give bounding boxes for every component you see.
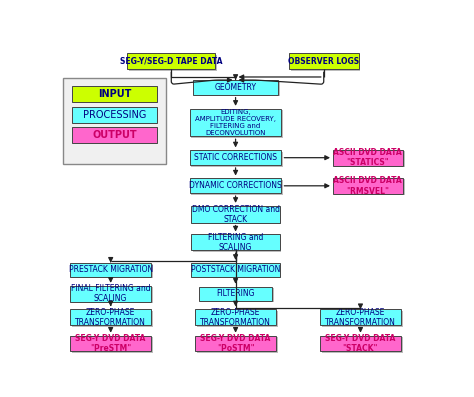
Text: ASCII DVD DATA
"RMSVEL": ASCII DVD DATA "RMSVEL"	[333, 176, 402, 195]
FancyBboxPatch shape	[191, 234, 280, 251]
FancyBboxPatch shape	[199, 287, 272, 301]
FancyBboxPatch shape	[72, 86, 156, 102]
FancyBboxPatch shape	[289, 54, 359, 69]
FancyBboxPatch shape	[190, 150, 282, 165]
Text: POSTSTACK MIGRATION: POSTSTACK MIGRATION	[191, 265, 280, 274]
FancyBboxPatch shape	[72, 311, 153, 327]
Text: SEG-Y DVD DATA
"PoSTM": SEG-Y DVD DATA "PoSTM"	[201, 334, 271, 353]
FancyBboxPatch shape	[322, 337, 403, 353]
Text: SEG-Y DVD DATA
"STACK": SEG-Y DVD DATA "STACK"	[325, 334, 396, 353]
Text: FINAL FILTERING and
SCALING: FINAL FILTERING and SCALING	[71, 284, 150, 303]
Text: PROCESSING: PROCESSING	[82, 110, 146, 119]
FancyBboxPatch shape	[73, 128, 158, 144]
Text: STATIC CORRECTIONS: STATIC CORRECTIONS	[194, 153, 277, 162]
Text: FILTERING and
SCALING: FILTERING and SCALING	[208, 233, 263, 252]
Text: SEG-Y/SEG-D TAPE DATA: SEG-Y/SEG-D TAPE DATA	[120, 57, 222, 66]
FancyBboxPatch shape	[129, 55, 217, 71]
Text: PRESTACK MIGRATION: PRESTACK MIGRATION	[69, 265, 153, 274]
FancyBboxPatch shape	[193, 264, 282, 278]
FancyBboxPatch shape	[191, 180, 283, 195]
FancyBboxPatch shape	[190, 109, 282, 136]
FancyBboxPatch shape	[333, 178, 403, 194]
FancyBboxPatch shape	[197, 337, 278, 353]
FancyBboxPatch shape	[320, 309, 401, 325]
FancyBboxPatch shape	[201, 288, 274, 302]
FancyBboxPatch shape	[70, 335, 151, 351]
Text: ZERO-PHASE
TRANSFORMATION: ZERO-PHASE TRANSFORMATION	[325, 308, 396, 327]
FancyBboxPatch shape	[70, 309, 151, 325]
FancyBboxPatch shape	[70, 263, 151, 277]
Text: INPUT: INPUT	[98, 89, 131, 99]
Text: GEOMETRY: GEOMETRY	[215, 83, 256, 92]
FancyBboxPatch shape	[193, 207, 282, 224]
FancyBboxPatch shape	[195, 309, 276, 325]
FancyBboxPatch shape	[72, 287, 153, 303]
Text: ZERO-PHASE
TRANSFORMATION: ZERO-PHASE TRANSFORMATION	[75, 308, 146, 327]
FancyBboxPatch shape	[70, 286, 151, 302]
FancyBboxPatch shape	[72, 107, 156, 123]
FancyBboxPatch shape	[73, 87, 158, 103]
Text: DYNAMIC CORRECTIONS: DYNAMIC CORRECTIONS	[189, 181, 282, 190]
Text: FILTERING: FILTERING	[216, 289, 255, 298]
Text: OBSERVER LOGS: OBSERVER LOGS	[288, 57, 359, 66]
FancyBboxPatch shape	[72, 127, 156, 143]
FancyBboxPatch shape	[320, 335, 401, 351]
Text: EDITING,
AMPLITUDE RECOVERY,
FILTERING and
DECONVOLUTION: EDITING, AMPLITUDE RECOVERY, FILTERING a…	[195, 109, 276, 136]
Text: OUTPUT: OUTPUT	[92, 130, 137, 141]
FancyBboxPatch shape	[335, 151, 405, 167]
FancyBboxPatch shape	[191, 263, 280, 277]
FancyBboxPatch shape	[291, 55, 360, 71]
Text: DMO CORRECTION and
STACK: DMO CORRECTION and STACK	[191, 204, 280, 224]
FancyBboxPatch shape	[127, 54, 215, 69]
FancyBboxPatch shape	[197, 311, 278, 327]
FancyBboxPatch shape	[322, 311, 403, 327]
FancyBboxPatch shape	[191, 206, 280, 223]
FancyBboxPatch shape	[195, 335, 276, 351]
Text: ASCII DVD DATA
"STATICS": ASCII DVD DATA "STATICS"	[333, 148, 402, 168]
FancyBboxPatch shape	[193, 236, 282, 252]
Text: SEG-Y DVD DATA
"PreSTM": SEG-Y DVD DATA "PreSTM"	[75, 334, 146, 353]
FancyBboxPatch shape	[191, 152, 283, 167]
FancyBboxPatch shape	[191, 110, 283, 138]
FancyBboxPatch shape	[333, 150, 403, 166]
FancyBboxPatch shape	[190, 179, 282, 193]
FancyBboxPatch shape	[72, 337, 153, 353]
FancyBboxPatch shape	[193, 80, 278, 95]
FancyBboxPatch shape	[195, 81, 280, 96]
FancyBboxPatch shape	[63, 78, 166, 164]
FancyBboxPatch shape	[73, 108, 158, 123]
FancyBboxPatch shape	[72, 264, 153, 278]
FancyBboxPatch shape	[335, 179, 405, 195]
Text: ZERO-PHASE
TRANSFORMATION: ZERO-PHASE TRANSFORMATION	[200, 308, 271, 327]
